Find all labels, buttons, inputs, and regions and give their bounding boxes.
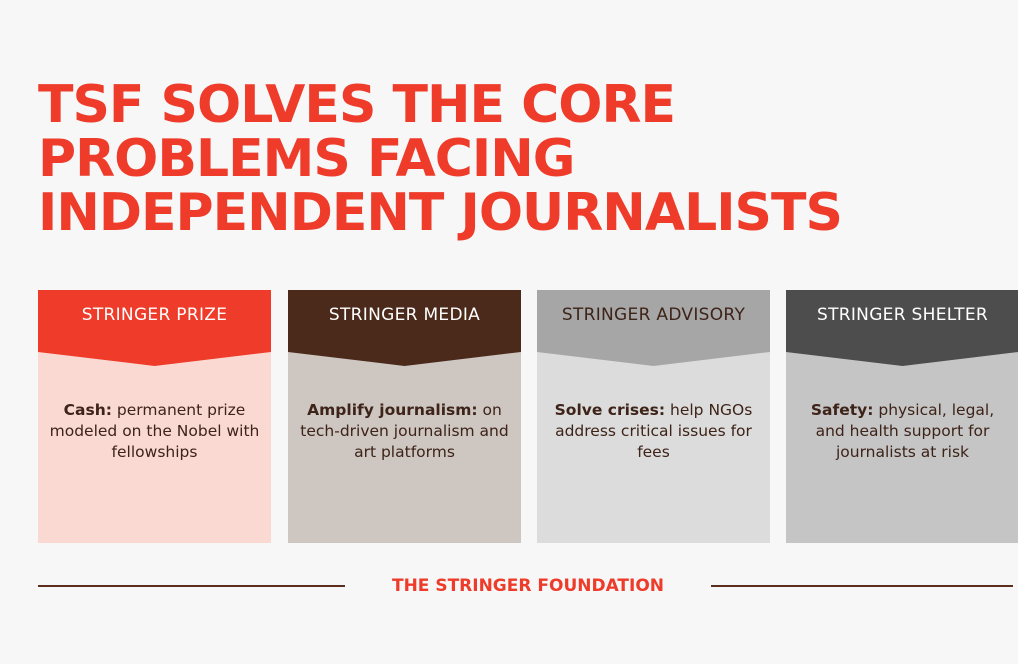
- footer-brand: THE STRINGER FOUNDATION: [391, 576, 665, 596]
- card-stringer-prize: STRINGER PRIZE Cash: permanent prize mod…: [38, 290, 271, 543]
- title-line: TSF SOLVES THE CORE: [38, 75, 676, 135]
- card-detail: on tech-driven journalism and art platfo…: [300, 401, 509, 461]
- footer-rule-right: [711, 585, 1013, 587]
- card-description: Amplify journalism: on tech-driven journ…: [296, 400, 513, 463]
- card-heading: STRINGER PRIZE: [81, 305, 228, 325]
- card-stringer-shelter: STRINGER SHELTER Safety: physical, legal…: [786, 290, 1018, 543]
- card-description: Solve crises: help NGOs address critical…: [545, 400, 762, 463]
- card-header: STRINGER SHELTER: [786, 290, 1018, 366]
- card-description: Safety: physical, legal, and health supp…: [794, 400, 1011, 463]
- card-stringer-media: STRINGER MEDIA Amplify journalism: on te…: [288, 290, 521, 543]
- title-line: INDEPENDENT JOURNALISTS: [38, 183, 843, 243]
- footer-rule-left: [38, 585, 345, 587]
- page-title: TSF SOLVES THE CORE PROBLEMS FACING INDE…: [38, 78, 1013, 240]
- card-header: STRINGER ADVISORY: [537, 290, 770, 366]
- card-detail: help NGOs address critical issues for fe…: [555, 401, 753, 461]
- card-lead: Amplify journalism:: [307, 401, 478, 419]
- card-detail: physical, legal, and health support for …: [815, 401, 995, 461]
- card-heading: STRINGER ADVISORY: [561, 305, 746, 325]
- card-detail: permanent prize modeled on the Nobel wit…: [49, 401, 260, 461]
- card-header: STRINGER PRIZE: [38, 290, 271, 366]
- card-description: Cash: permanent prize modeled on the Nob…: [46, 400, 263, 463]
- card-stringer-advisory: STRINGER ADVISORY Solve crises: help NGO…: [537, 290, 770, 543]
- card-lead: Solve crises:: [554, 401, 666, 419]
- card-lead: Safety:: [810, 401, 874, 419]
- card-header: STRINGER MEDIA: [288, 290, 521, 366]
- card-lead: Cash:: [63, 401, 112, 419]
- card-heading: STRINGER MEDIA: [328, 305, 481, 325]
- card-heading: STRINGER SHELTER: [816, 305, 989, 325]
- title-line: PROBLEMS FACING: [38, 129, 575, 189]
